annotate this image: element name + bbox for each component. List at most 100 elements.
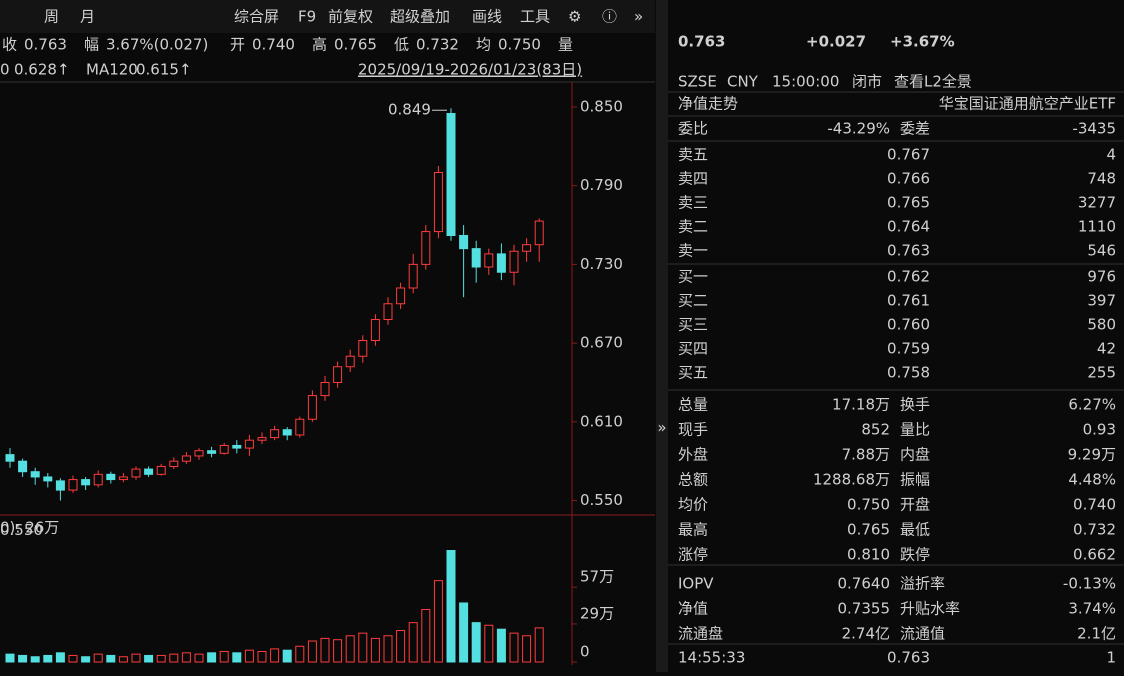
row-value: -43.29% bbox=[827, 120, 890, 138]
info-text: 高 bbox=[312, 36, 327, 54]
more-icon[interactable]: » bbox=[634, 8, 643, 26]
book-price: 0.761 bbox=[887, 292, 930, 310]
y-tick-label: 0.550 bbox=[580, 491, 623, 509]
candle-body bbox=[383, 303, 393, 320]
candle-body bbox=[433, 172, 443, 233]
book-price: 0.763 bbox=[887, 242, 930, 260]
stat-label: 涨停 bbox=[678, 546, 708, 564]
splitter[interactable] bbox=[656, 0, 668, 672]
volume-bar bbox=[383, 635, 393, 663]
stat-value: 0.810 bbox=[847, 546, 890, 564]
candle-body bbox=[5, 454, 15, 462]
stat-label: IOPV bbox=[678, 575, 714, 593]
stat-label: 溢折率 bbox=[900, 575, 945, 593]
toolbar-button[interactable]: 工具 bbox=[520, 8, 550, 26]
l2-link[interactable]: 查看L2全景 bbox=[894, 73, 972, 91]
stat-value: 6.27% bbox=[1068, 396, 1116, 414]
book-price: 0.764 bbox=[887, 218, 930, 236]
volume-bar bbox=[55, 652, 65, 663]
candle-body bbox=[282, 429, 292, 436]
volume-bar bbox=[358, 632, 368, 663]
stat-label: 跌停 bbox=[900, 546, 930, 564]
candle-body bbox=[118, 476, 128, 481]
toolbar-button[interactable]: 综合屏 bbox=[234, 8, 279, 26]
book-volume: 397 bbox=[1087, 292, 1116, 310]
volume-bar bbox=[345, 635, 355, 663]
stat-value: 7.88万 bbox=[842, 446, 890, 464]
volume-bar bbox=[131, 653, 141, 663]
toolbar-button[interactable]: 前复权 bbox=[328, 8, 373, 26]
volume-bar bbox=[370, 637, 380, 663]
toolbar-button[interactable]: 超级叠加 bbox=[390, 8, 450, 26]
candle-body bbox=[446, 112, 456, 237]
vol-tick-label: 0 bbox=[580, 643, 590, 661]
candle-body bbox=[30, 471, 40, 478]
vol-tick-label: 57万 bbox=[580, 568, 614, 586]
stat-value: 0.750 bbox=[847, 496, 890, 514]
candle-body bbox=[244, 439, 254, 449]
stat-value: 0.7640 bbox=[838, 575, 891, 593]
candle-body bbox=[295, 418, 305, 436]
y-tick-label: 0.670 bbox=[580, 334, 623, 352]
stat-label: 总额 bbox=[678, 471, 708, 489]
book-label: 买三 bbox=[678, 316, 708, 334]
book-price: 0.758 bbox=[887, 364, 930, 382]
volume-bar bbox=[496, 628, 506, 663]
stat-label: 振幅 bbox=[900, 471, 930, 489]
toolbar-button[interactable]: F9 bbox=[298, 8, 316, 26]
toolbar-button[interactable]: 月 bbox=[80, 8, 95, 26]
toolbar-button[interactable]: 周 bbox=[44, 8, 59, 26]
stat-label: 内盘 bbox=[900, 446, 930, 464]
volume-bar bbox=[421, 609, 431, 663]
volume-bar bbox=[93, 653, 103, 663]
candle-body bbox=[169, 460, 179, 467]
stat-value: 0.765 bbox=[847, 521, 890, 539]
vol-tick-label: 29万 bbox=[580, 604, 614, 622]
volume-bar bbox=[459, 602, 469, 663]
fund-name: 华宝国证通用航空产业ETF bbox=[939, 95, 1116, 113]
volume-bar bbox=[446, 549, 456, 663]
stat-label: 均价 bbox=[678, 496, 708, 514]
volume-bar bbox=[282, 649, 292, 663]
stat-value: -0.13% bbox=[1063, 575, 1116, 593]
volume-bar bbox=[320, 637, 330, 663]
candle-body bbox=[396, 287, 406, 305]
stat-value: 1288.68万 bbox=[813, 471, 890, 489]
toolbar-button[interactable]: 画线 bbox=[472, 8, 502, 26]
date-range[interactable]: 2025/09/19-2026/01/23(83日) bbox=[358, 61, 582, 79]
help-icon[interactable]: ⓘ bbox=[602, 8, 617, 26]
book-volume: 580 bbox=[1087, 316, 1116, 334]
volume-bar bbox=[106, 654, 116, 663]
book-label: 卖二 bbox=[678, 218, 708, 236]
volume-bar bbox=[471, 622, 481, 663]
info-text: 0.750 bbox=[498, 36, 541, 54]
stat-value: 17.18万 bbox=[832, 396, 890, 414]
quote-meta: 闭市 bbox=[852, 73, 882, 91]
candle-body bbox=[408, 263, 418, 289]
y-tick-label: 0.790 bbox=[580, 176, 623, 194]
info-text: 开 bbox=[230, 36, 245, 54]
candle-body bbox=[484, 253, 494, 268]
book-label: 卖四 bbox=[678, 170, 708, 188]
stat-label: 换手 bbox=[900, 396, 930, 414]
volume-bar bbox=[81, 656, 91, 663]
volume-bar bbox=[534, 627, 544, 663]
candle-body bbox=[106, 473, 116, 481]
book-volume: 4 bbox=[1106, 146, 1116, 164]
book-volume: 546 bbox=[1087, 242, 1116, 260]
info-text: 0.763 bbox=[24, 36, 67, 54]
volume-label: 0): 26万 bbox=[0, 519, 59, 537]
book-price: 0.767 bbox=[887, 146, 930, 164]
y-tick-label: 0.610 bbox=[580, 412, 623, 430]
settings-icon[interactable]: ⚙ bbox=[568, 8, 581, 26]
book-label: 卖五 bbox=[678, 146, 708, 164]
tick-price: 0.763 bbox=[887, 649, 930, 667]
stat-label: 流通值 bbox=[900, 625, 945, 643]
volume-bar bbox=[396, 630, 406, 663]
ma-value: 0.615↑ bbox=[136, 61, 192, 79]
nav-link[interactable]: 净值走势 bbox=[678, 95, 738, 113]
candle-body bbox=[421, 231, 431, 265]
collapse-icon[interactable]: » bbox=[657, 419, 666, 437]
